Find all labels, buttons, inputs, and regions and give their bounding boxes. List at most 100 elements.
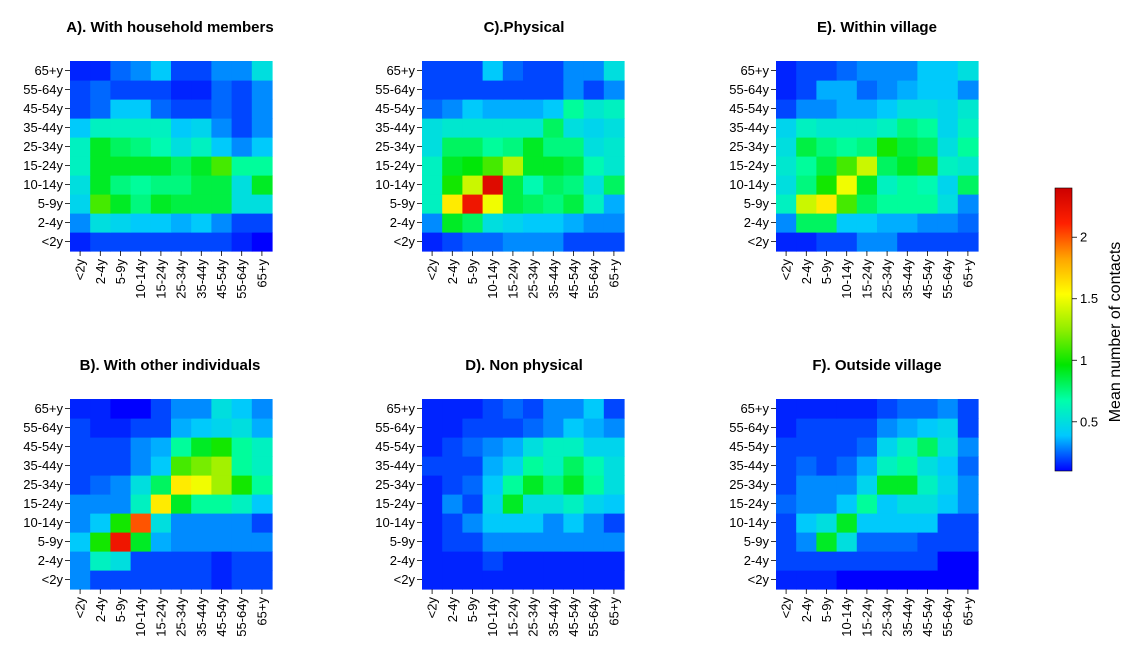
heatmap-cell [211,418,233,438]
heatmap-cell [796,418,817,438]
heatmap-cell [442,156,463,176]
heatmap-cell [856,532,878,552]
y-tick-label: 35-44y [729,120,769,135]
heatmap-cell [776,213,797,233]
heatmap-cell [70,437,91,457]
heatmap-cell [776,570,797,590]
heatmap-cell [462,513,484,533]
heatmap-cell [603,213,625,233]
heatmap-cell [251,80,273,100]
heatmap-cell [877,456,898,476]
heatmap-cell [502,532,524,552]
heatmap-cell [856,551,878,571]
heatmap-cell [523,437,544,457]
heatmap-cell [816,213,838,233]
heatmap-cell [937,232,959,252]
heatmap-cell [917,99,939,119]
heatmap-cell [957,61,979,81]
heatmap-cell [231,475,253,495]
heatmap-cell [603,137,625,157]
heatmap-cell [191,99,212,119]
heatmap-cell [462,156,484,176]
heatmap-cell [603,437,625,457]
panel-c: C).Physical <2y 2-4y 5-9y 10-14y 15-24y 25-34y… [375,19,625,299]
heatmap-cell [110,551,132,571]
heatmap-cell [836,118,858,138]
heatmap-cell [251,175,273,195]
heatmap-cell [171,570,192,590]
heatmap-cell [937,99,959,119]
y-tick-label: 45-54y [23,439,63,454]
heatmap-cell [422,156,443,176]
x-tick-label: <2y [779,259,794,281]
heatmap-cell [482,494,504,514]
heatmap-cell [231,232,253,252]
heatmap-cell [796,137,817,157]
heatmap-cell [462,551,484,571]
heatmap-cell [897,532,918,552]
heatmap-cell [110,456,132,476]
heatmap-cell [150,156,172,176]
y-tick-label: 25-34y [729,139,769,154]
panel-title: C).Physical [484,19,565,36]
heatmap-cell [191,137,212,157]
heatmap-cell [482,570,504,590]
y-tick-label: 15-24y [375,158,415,173]
panel-title: D). Non physical [465,357,583,374]
heatmap-cell [523,213,544,233]
x-tick-label: <2y [73,259,88,281]
heatmap-cell [543,399,564,419]
y-tick-label: 65+y [386,401,415,416]
heatmap-cell [523,494,544,514]
heatmap-cell [957,475,979,495]
heatmap-cell [502,61,524,81]
heatmap-cell [957,175,979,195]
heatmap-cell [816,194,838,214]
heatmap-cell [563,532,585,552]
heatmap-cell [482,399,504,419]
heatmap-cell [150,118,172,138]
heatmap-cell [211,475,233,495]
heatmap-cell [877,156,898,176]
heatmap-cell [251,232,273,252]
heatmap-cell [563,99,585,119]
heatmap-cell [70,494,91,514]
heatmap-cell [462,213,484,233]
y-tick-label: 5-9y [38,534,64,549]
heatmap-cell [171,213,192,233]
heatmap-cell [583,532,605,552]
heatmap-cell [191,532,212,552]
heatmap-cell [90,570,111,590]
heatmap-cell [603,232,625,252]
heatmap-cell [897,513,918,533]
heatmap-cell [90,399,111,419]
heatmap-cell [776,418,797,438]
heatmap-cell [937,475,959,495]
heatmap-cell [563,175,585,195]
y-tick-label: 5-9y [390,196,416,211]
x-tick-label: 35-44y [900,259,915,299]
heatmap-cell [897,399,918,419]
heatmap-cell [776,99,797,119]
heatmap-cell [776,118,797,138]
heatmap-cell [856,399,878,419]
heatmap-cell [171,513,192,533]
y-tick-label: 2-4y [390,553,416,568]
heatmap-cell [171,118,192,138]
heatmap-cell [563,418,585,438]
heatmap-cell [917,532,939,552]
heatmap-cell [251,118,273,138]
heatmap-cell [543,61,564,81]
x-tick-label: 2-4y [799,597,814,623]
heatmap-cell [422,513,443,533]
heatmap-cell [502,399,524,419]
y-tick-label: 2-4y [744,553,770,568]
heatmap-cell [563,156,585,176]
heatmap-cell [422,494,443,514]
y-tick-label: 5-9y [38,196,64,211]
heatmap-cell [502,118,524,138]
y-tick-label: 65+y [740,401,769,416]
y-tick-label: 65+y [34,63,63,78]
heatmap-cell [231,61,253,81]
heatmap-cell [563,437,585,457]
